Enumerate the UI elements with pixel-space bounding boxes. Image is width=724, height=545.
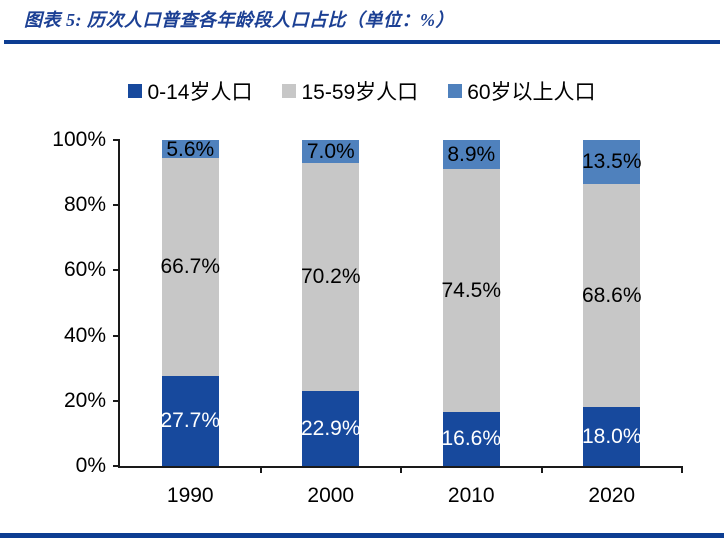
bar-segment-value-label: 18.0% bbox=[581, 425, 642, 449]
legend-label: 0-14岁人口 bbox=[147, 81, 253, 104]
x-axis-category-label: 2000 bbox=[307, 484, 355, 507]
y-axis-tick-mark bbox=[113, 334, 120, 337]
y-axis-tick-label: 40% bbox=[63, 323, 106, 347]
bar-segment-value-label: 68.6% bbox=[581, 284, 642, 308]
bar-segment: 70.2% bbox=[300, 162, 361, 392]
stacked-bar-2020: 18.0% 68.6% 13.5% bbox=[581, 139, 642, 466]
x-axis-category-label: 1990 bbox=[166, 484, 214, 507]
x-axis-tick-mark bbox=[259, 466, 262, 473]
legend-item: 0-14岁人口 bbox=[128, 76, 252, 106]
bar-segment: 68.6% bbox=[581, 183, 642, 408]
y-axis-tick-mark bbox=[113, 465, 120, 467]
bottom-divider bbox=[0, 533, 724, 538]
bar-segment: 16.6% bbox=[441, 411, 502, 466]
bar-segment: 13.5% bbox=[581, 139, 642, 184]
bar-segment-value-label: 66.7% bbox=[160, 255, 221, 279]
x-axis-tick-mark bbox=[681, 466, 683, 473]
top-divider bbox=[4, 40, 720, 44]
bar-segment: 27.7% bbox=[160, 375, 221, 466]
y-axis-tick-label: 0% bbox=[75, 454, 106, 477]
y-axis-tick-label: 60% bbox=[63, 258, 106, 282]
bar-segment: 18.0% bbox=[581, 407, 642, 466]
figure-title: 图表 5: 历次人口普查各年龄段人口占比（单位：%） bbox=[24, 10, 454, 30]
legend-swatch-icon bbox=[282, 84, 297, 98]
x-axis-tick-mark bbox=[540, 466, 543, 473]
bar-segment-value-label: 13.5% bbox=[581, 150, 642, 174]
y-axis-tick-mark bbox=[113, 139, 120, 141]
y-axis-tick-label: 20% bbox=[63, 388, 106, 412]
legend-swatch-icon bbox=[128, 84, 143, 98]
stacked-bar-1990: 27.7% 66.7% 5.6% bbox=[160, 137, 221, 466]
y-axis-tick-label: 100% bbox=[52, 128, 106, 151]
chart-legend: 0-14岁人口 15-59岁人口 60岁以上人口 bbox=[0, 76, 724, 106]
legend-swatch-icon bbox=[448, 84, 463, 98]
y-axis-tick-mark bbox=[113, 204, 120, 207]
bar-segment: 74.5% bbox=[441, 169, 502, 412]
legend-item: 15-59岁人口 bbox=[282, 76, 418, 106]
bar-segment-value-label: 70.2% bbox=[300, 265, 361, 289]
legend-label: 15-59岁人口 bbox=[301, 81, 419, 104]
bar-segment: 7.0% bbox=[302, 139, 360, 163]
legend-label: 60岁以上人口 bbox=[467, 81, 596, 104]
y-axis-tick-label: 80% bbox=[63, 193, 106, 217]
bar-segment-value-label: 74.5% bbox=[441, 278, 502, 302]
bar-segment: 5.6% bbox=[161, 137, 219, 161]
bar-segment-value-label: 22.9% bbox=[300, 417, 361, 441]
bar-segment-value-label: 7.0% bbox=[306, 139, 355, 163]
x-axis-category-label: 2010 bbox=[447, 484, 495, 507]
y-axis-tick-mark bbox=[113, 269, 120, 272]
stacked-bar-2000: 22.9% 70.2% 7.0% bbox=[300, 139, 361, 466]
legend-item: 60岁以上人口 bbox=[448, 76, 596, 106]
bar-segment: 22.9% bbox=[300, 391, 361, 466]
bar-segment-value-label: 27.7% bbox=[160, 409, 221, 433]
x-axis-tick-mark bbox=[400, 466, 402, 473]
bar-segment-value-label: 8.9% bbox=[447, 143, 496, 167]
y-axis-tick-mark bbox=[113, 399, 120, 402]
stacked-bar-2010: 16.6% 74.5% 8.9% bbox=[441, 140, 502, 466]
chart-plot-area: 0% 20% 40% 60% 80% 100% 27.7% 66.7% 5.6% 1990 22.9… bbox=[52, 128, 683, 507]
bar-segment-value-label: 5.6% bbox=[166, 137, 215, 161]
bar-segment: 66.7% bbox=[160, 158, 221, 376]
bar-segment-value-label: 16.6% bbox=[441, 427, 502, 451]
bar-segment: 8.9% bbox=[442, 140, 500, 170]
x-axis-category-label: 2020 bbox=[588, 484, 636, 507]
